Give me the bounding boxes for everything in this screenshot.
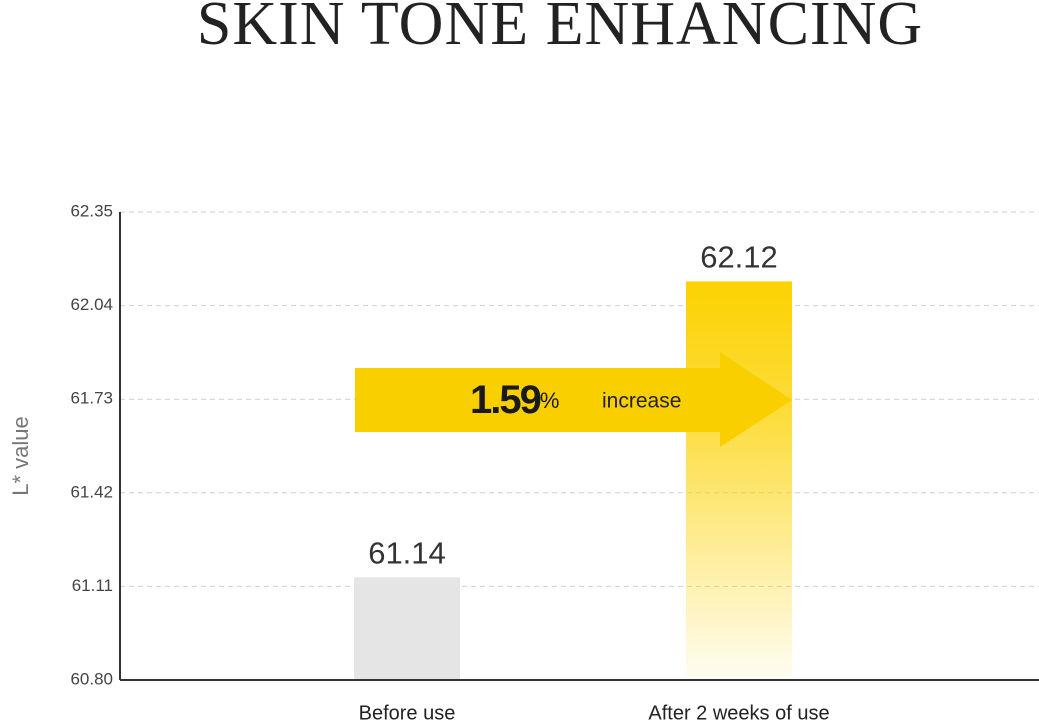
annotation-text: increase — [602, 390, 681, 413]
bar — [354, 577, 460, 680]
annotation: 1.59% — [470, 378, 559, 422]
y-tick-label: 61.11 — [72, 576, 113, 595]
y-axis-label: L* value — [8, 416, 33, 496]
x-tick-label: After 2 weeks of use — [648, 702, 829, 724]
value-label: 61.14 — [368, 536, 446, 571]
y-tick-label: 62.04 — [70, 295, 113, 314]
y-tick-label: 60.80 — [70, 669, 113, 688]
y-tick-label: 62.35 — [70, 201, 113, 220]
y-tick-label: 61.42 — [70, 482, 113, 501]
annotation-value: 1.59 — [470, 378, 541, 422]
annotation-unit: % — [540, 388, 560, 413]
bar — [686, 281, 792, 680]
y-tick-label: 61.73 — [70, 389, 113, 408]
x-tick-label: Before use — [359, 702, 456, 724]
value-label: 62.12 — [700, 240, 778, 275]
chart-title: SKIN TONE ENHANCING — [197, 0, 923, 58]
increase-arrow — [355, 352, 792, 447]
